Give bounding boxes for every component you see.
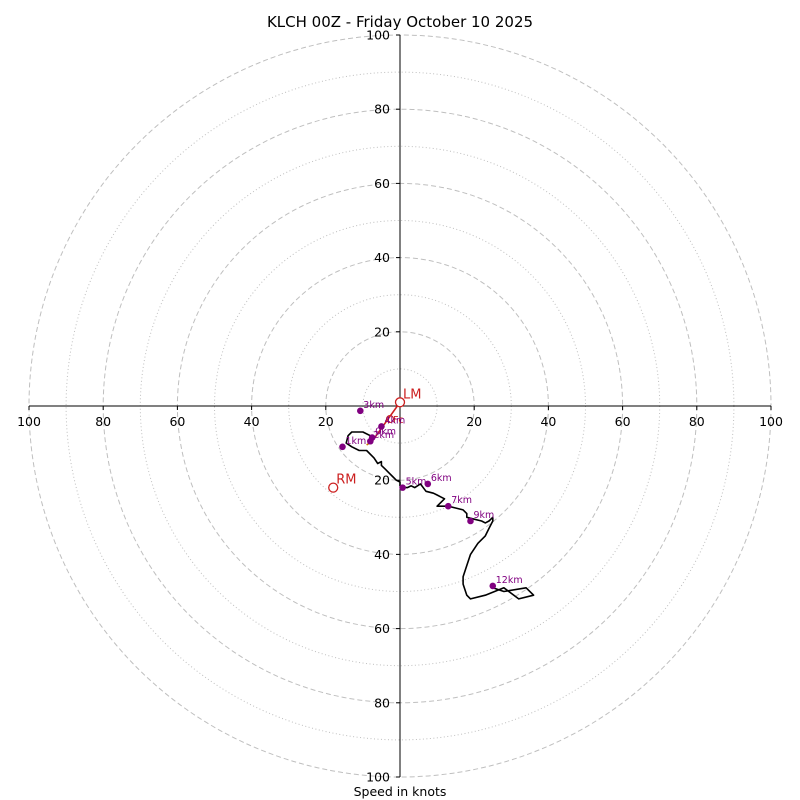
y-tick-label: 80 <box>374 695 390 710</box>
height-label-6km: 6km <box>431 473 452 484</box>
storm-motion-markers: LM RM <box>328 387 421 493</box>
height-marker-2km <box>367 437 374 445</box>
mean-wind-label: Fc <box>393 415 404 426</box>
y-tick-label: 100 <box>366 28 390 43</box>
y-tick-label: 40 <box>374 250 390 265</box>
height-marker-7km <box>444 502 452 510</box>
mean-wind-marker <box>385 414 394 423</box>
x-tick-label: 40 <box>244 414 260 429</box>
lm-label: LM <box>403 387 421 402</box>
height-label-0km: 0km <box>375 427 396 438</box>
y-tick-label: 100 <box>366 770 390 785</box>
height-label-3km: 3km <box>363 400 384 411</box>
height-marker-1km <box>339 443 346 451</box>
height-label-4km: 4km <box>384 415 405 426</box>
y-tick-label: 60 <box>374 621 390 636</box>
height-label-12km: 12km <box>496 575 523 586</box>
y-tick-label: 20 <box>374 324 390 339</box>
y-tick-label: 40 <box>374 547 390 562</box>
height-marker-3km <box>357 407 364 415</box>
height-marker-12km <box>489 582 497 590</box>
x-tick-label: 20 <box>466 414 482 429</box>
rm-marker <box>328 482 339 493</box>
x-tick-label: 80 <box>95 414 111 429</box>
x-tick-label: 20 <box>318 414 334 429</box>
height-label-5km: 5km <box>406 477 427 488</box>
y-tick-label: 60 <box>374 176 390 191</box>
x-axis-label: Speed in knots <box>354 784 447 799</box>
height-marker-9km <box>467 517 474 525</box>
height-label-2km: 2km <box>373 430 394 441</box>
height-marker-4km <box>378 423 385 430</box>
height-marker-5km <box>399 484 406 491</box>
x-tick-label: 40 <box>540 414 556 429</box>
x-tick-label: 60 <box>169 414 185 429</box>
height-marker-6km <box>424 480 432 488</box>
lm-vector <box>371 401 401 442</box>
x-tick-label: 100 <box>17 414 41 429</box>
rm-label: RM <box>336 473 356 488</box>
height-label-7km: 7km <box>451 495 472 506</box>
x-tick-label: 60 <box>615 414 631 429</box>
tick-labels: 100 80 60 40 20 20 40 60 80 100 100 80 60 40 20 20 40 60 8… <box>17 28 783 785</box>
x-tick-label: 100 <box>759 414 783 429</box>
height-label-1km: 1km <box>345 436 366 447</box>
x-tick-label: 80 <box>689 414 705 429</box>
chart-title: KLCH 00Z - Friday October 10 2025 <box>267 13 533 31</box>
lm-marker <box>394 397 406 408</box>
y-tick-label: 80 <box>374 102 390 117</box>
height-label-9km: 9km <box>473 510 494 521</box>
hodograph-trace <box>345 431 535 600</box>
y-tick-label: 20 <box>374 473 390 488</box>
